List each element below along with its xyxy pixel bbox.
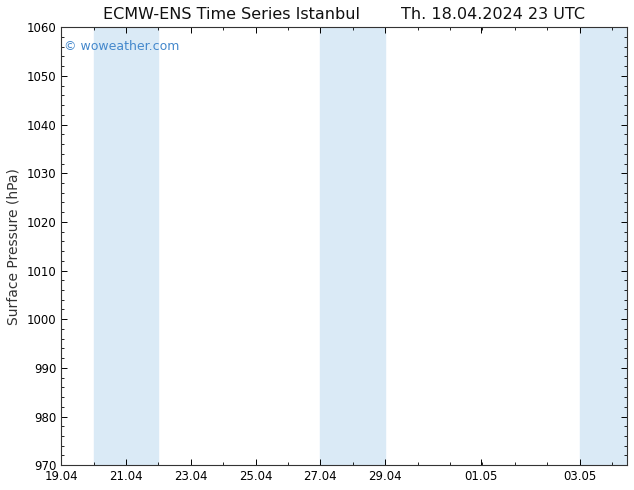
Title: ECMW-ENS Time Series Istanbul        Th. 18.04.2024 23 UTC: ECMW-ENS Time Series Istanbul Th. 18.04.… xyxy=(103,7,585,22)
Y-axis label: Surface Pressure (hPa): Surface Pressure (hPa) xyxy=(7,168,21,325)
Bar xyxy=(320,27,385,465)
Bar xyxy=(580,27,627,465)
Text: © woweather.com: © woweather.com xyxy=(64,40,179,53)
Bar xyxy=(94,27,158,465)
